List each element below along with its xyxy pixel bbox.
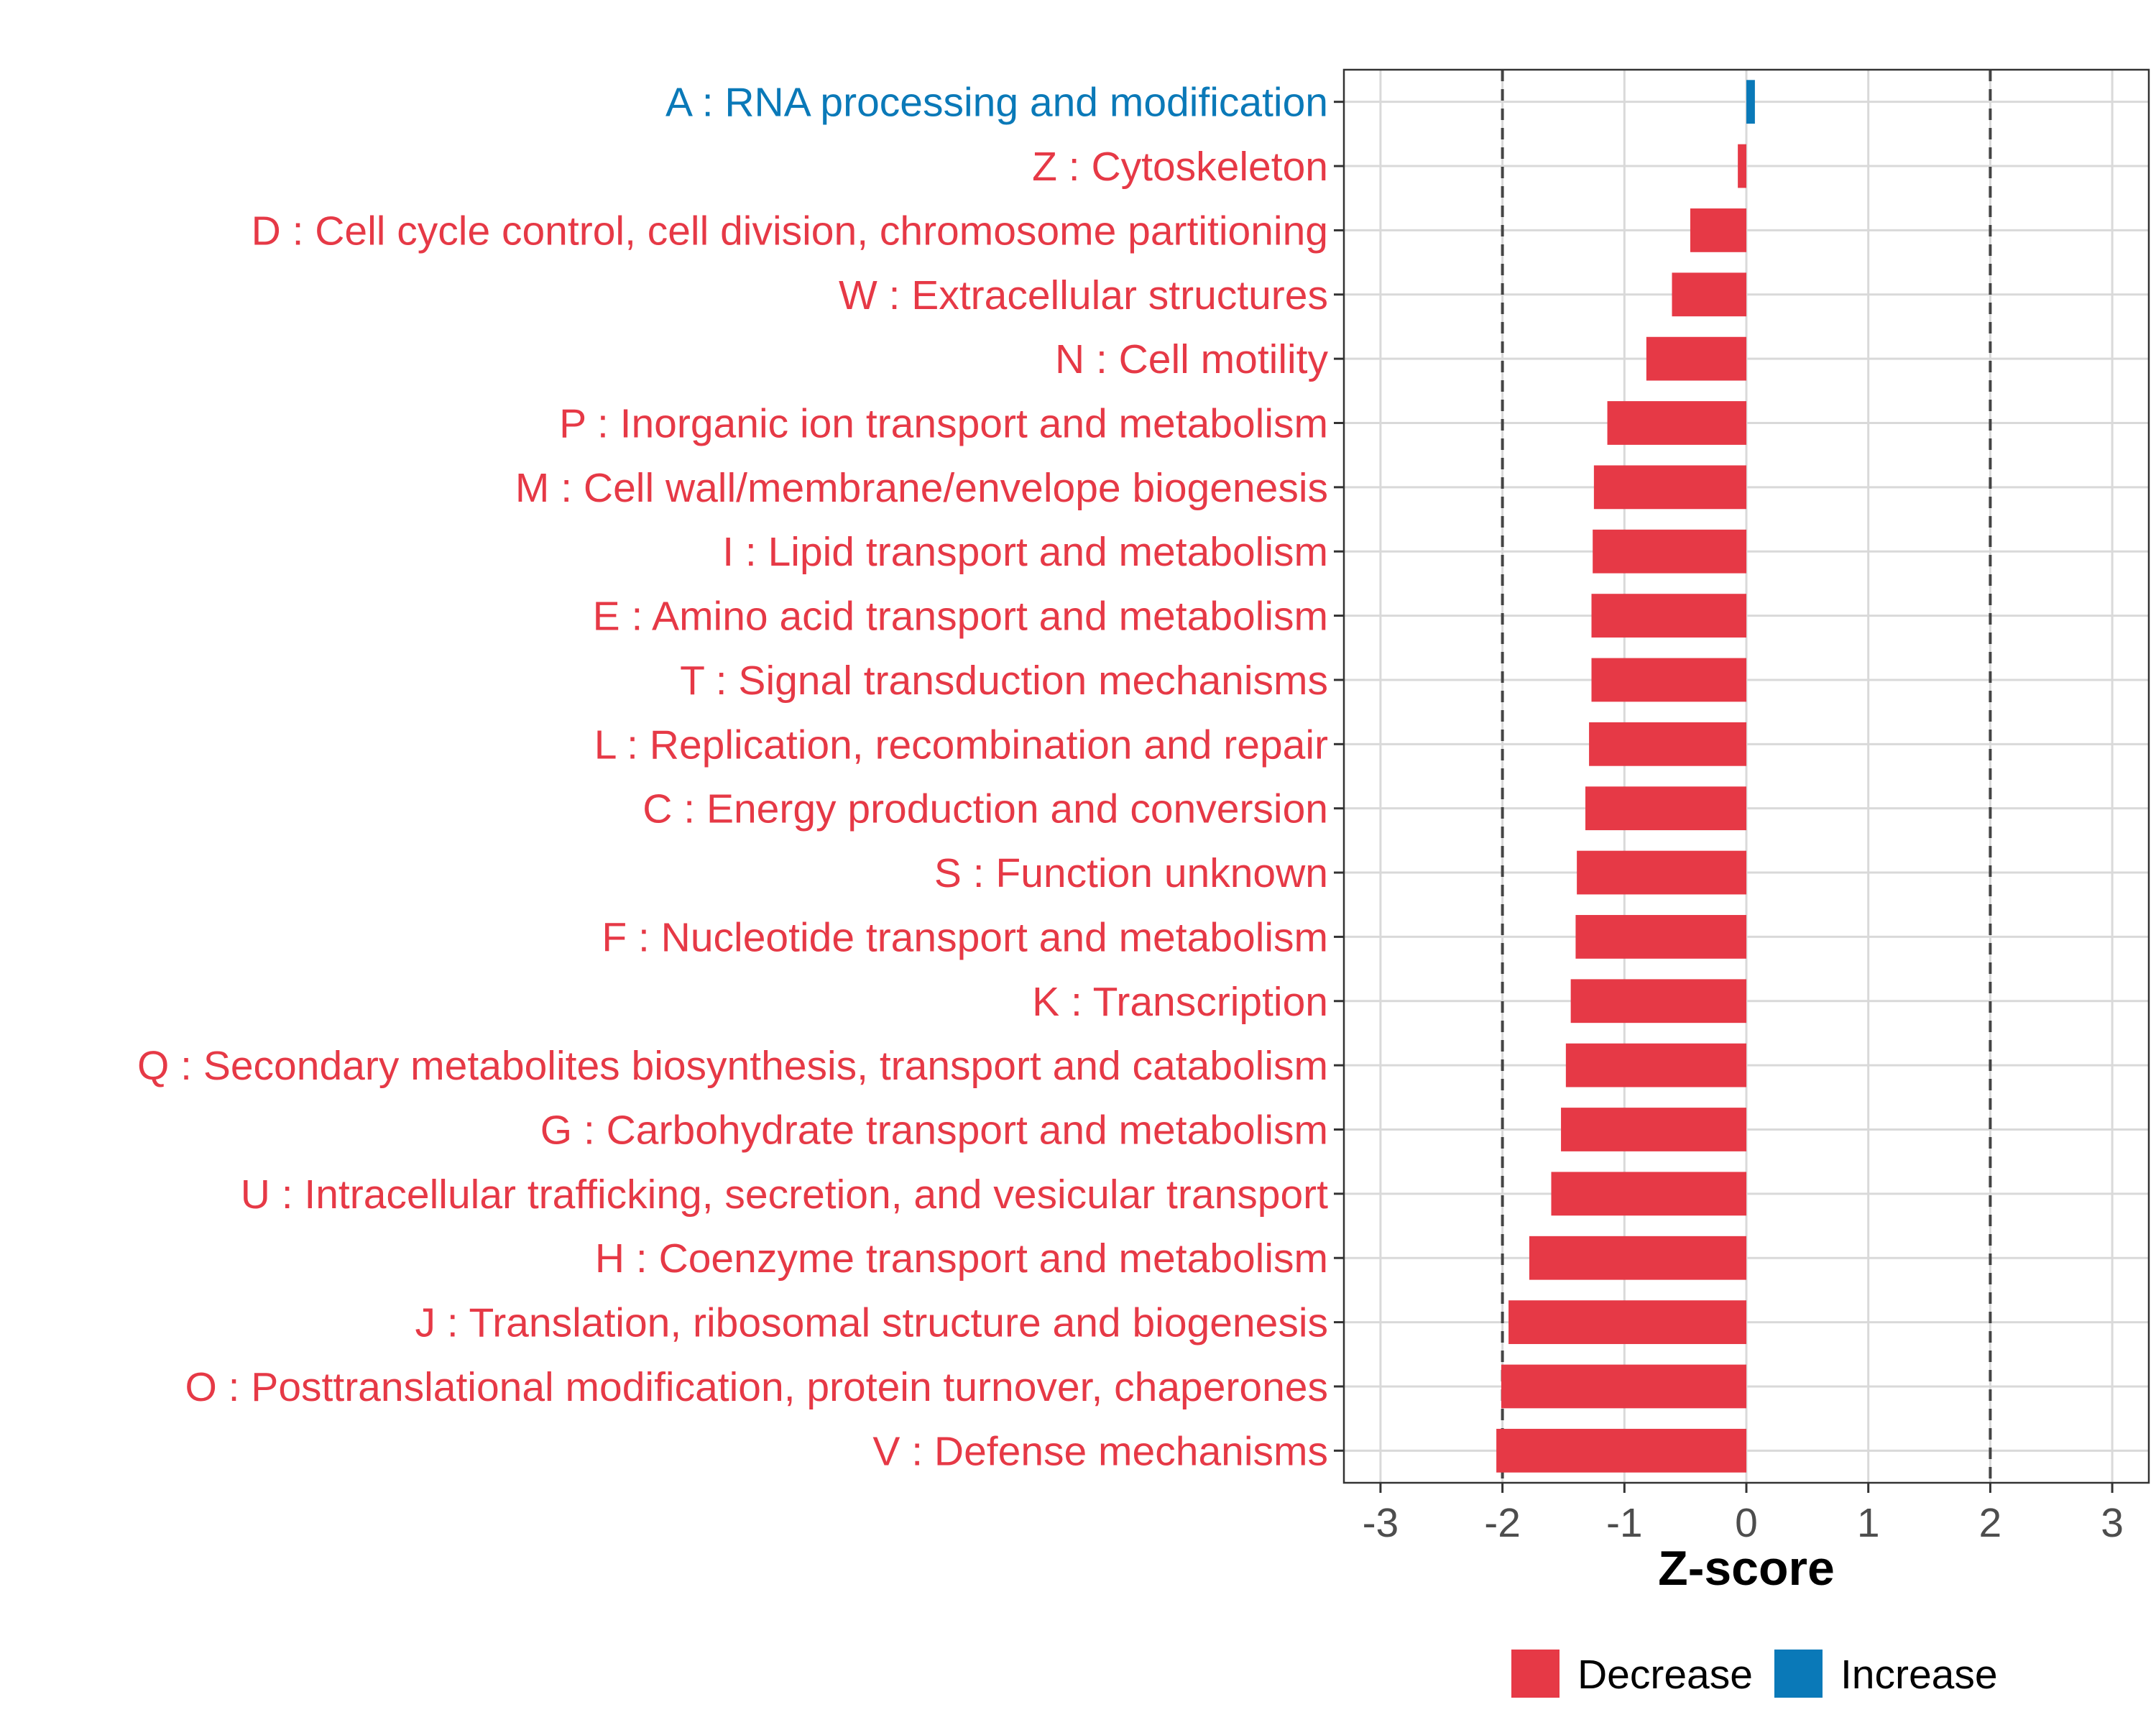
bar — [1593, 529, 1746, 574]
x-axis-ticks: -3 -2 -1 0 1 2 3 — [1363, 1483, 2124, 1546]
y-tick-label: L : Replication, recombination and repai… — [594, 722, 1328, 768]
y-tick-label: N : Cell motility — [1055, 336, 1329, 382]
x-tick-label: 1 — [1857, 1500, 1880, 1546]
legend: Decrease Increase — [1511, 1650, 1998, 1698]
y-tick-label: W : Extracellular structures — [839, 272, 1328, 318]
y-tick-label: V : Defense mechanisms — [872, 1428, 1328, 1474]
bar — [1646, 336, 1746, 381]
y-tick-label: S : Function unknown — [934, 850, 1328, 896]
x-tick-label: -1 — [1606, 1500, 1643, 1546]
y-axis-category-labels: A : RNA processing and modification Z : C… — [137, 80, 1329, 1475]
legend-label: Decrease — [1577, 1652, 1753, 1698]
x-axis-title: Z-score — [1658, 1541, 1835, 1596]
bar — [1575, 915, 1746, 959]
bar — [1589, 722, 1746, 766]
y-tick-label: J : Translation, ribosomal structure and… — [415, 1300, 1328, 1346]
y-tick-label: A : RNA processing and modification — [665, 80, 1328, 126]
bars — [1496, 80, 1755, 1473]
y-tick-label: K : Transcription — [1032, 979, 1328, 1025]
y-tick-label: P : Inorganic ion transport and metaboli… — [559, 401, 1328, 447]
y-tick-label: F : Nucleotide transport and metabolism — [602, 914, 1328, 960]
y-tick-label: M : Cell wall/membrane/envelope biogenes… — [515, 465, 1328, 511]
x-tick-label: 0 — [1735, 1500, 1758, 1546]
bar — [1591, 658, 1746, 702]
bar — [1591, 594, 1746, 638]
bar — [1577, 850, 1746, 895]
y-tick-label: Q : Secondary metabolites biosynthesis, … — [137, 1043, 1328, 1089]
bar — [1585, 786, 1746, 831]
y-tick-label: E : Amino acid transport and metabolism — [593, 594, 1328, 640]
y-tick-label: D : Cell cycle control, cell division, c… — [252, 208, 1328, 254]
bar — [1746, 80, 1755, 124]
x-tick-label: -3 — [1363, 1500, 1399, 1546]
bar — [1496, 1428, 1746, 1473]
legend-swatch — [1511, 1650, 1560, 1698]
bar — [1672, 272, 1746, 317]
y-tick-label: U : Intracellular trafficking, secretion… — [241, 1172, 1328, 1218]
bar — [1593, 465, 1746, 510]
bar — [1570, 979, 1746, 1024]
y-tick-label: T : Signal transduction mechanisms — [680, 658, 1328, 704]
bar — [1738, 144, 1746, 188]
y-tick-label: G : Carbohydrate transport and metabolis… — [540, 1108, 1328, 1154]
bar — [1565, 1043, 1746, 1087]
y-tick-label: Z : Cytoskeleton — [1032, 144, 1328, 190]
x-tick-label: 2 — [1979, 1500, 2002, 1546]
y-axis-ticks — [1334, 101, 1344, 1452]
legend-label: Increase — [1841, 1652, 1998, 1698]
bar — [1501, 1364, 1746, 1409]
y-tick-label: C : Energy production and conversion — [642, 786, 1328, 832]
x-tick-label: -2 — [1484, 1500, 1521, 1546]
y-tick-label: O : Posttranslational modification, prot… — [185, 1364, 1328, 1410]
y-tick-label: H : Coenzyme transport and metabolism — [595, 1236, 1328, 1282]
bar — [1508, 1300, 1746, 1344]
legend-swatch — [1774, 1650, 1823, 1698]
bar — [1529, 1236, 1746, 1280]
bar — [1561, 1108, 1746, 1151]
bar — [1607, 401, 1746, 445]
y-tick-label: I : Lipid transport and metabolism — [722, 529, 1328, 575]
reference-lines — [1501, 70, 1992, 1483]
bar — [1551, 1172, 1746, 1216]
x-tick-label: 3 — [2101, 1500, 2124, 1546]
bar — [1690, 208, 1746, 252]
